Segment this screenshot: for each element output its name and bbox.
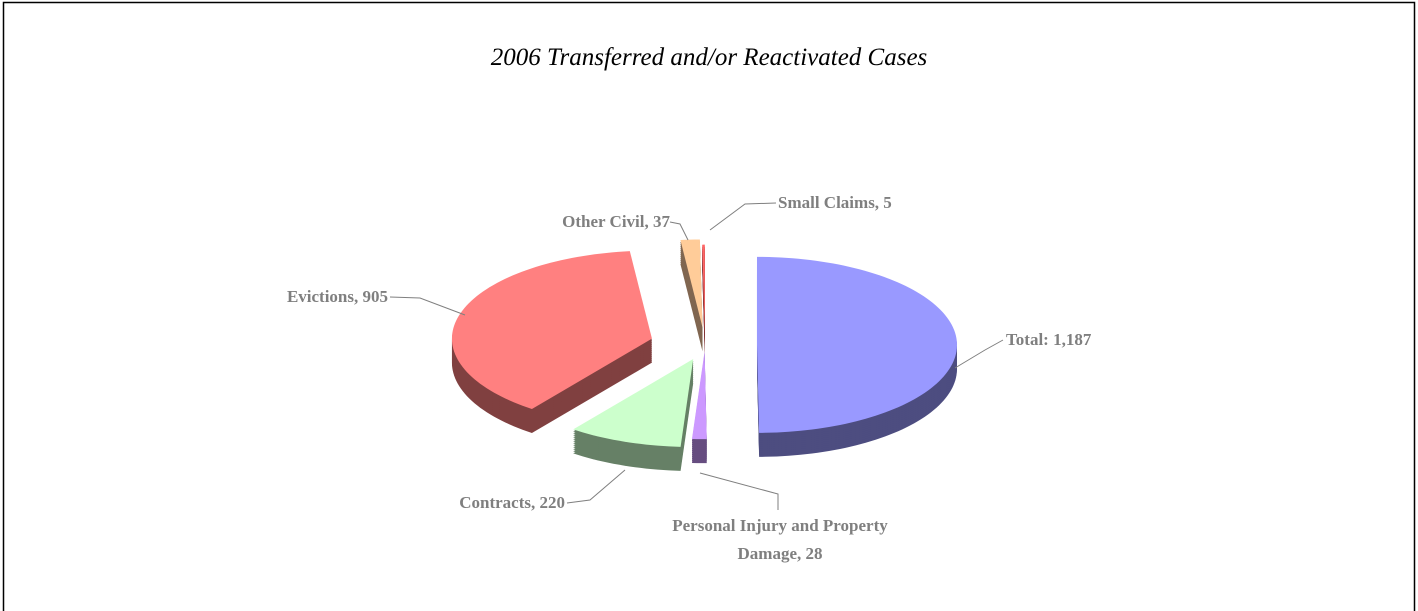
slice-top xyxy=(756,256,957,433)
leader-line xyxy=(389,296,466,316)
data-label: Other Civil, 37 xyxy=(562,212,670,231)
pie-slice xyxy=(680,239,703,352)
slice-top xyxy=(573,359,694,447)
data-label: Contracts, 220 xyxy=(459,493,565,512)
slice-top xyxy=(451,251,652,410)
data-label: Personal Injury and Property Damage, 28 xyxy=(672,516,888,563)
slice-top xyxy=(680,239,703,328)
pie-slice xyxy=(691,351,707,464)
data-label: Total: 1,187 xyxy=(1006,330,1092,349)
pie-slice xyxy=(756,256,957,457)
leader-line xyxy=(954,339,1004,369)
leader-line xyxy=(709,202,777,231)
leader-line xyxy=(699,472,779,510)
pie-slice xyxy=(702,244,705,357)
pie-slice xyxy=(451,251,652,434)
leader-line xyxy=(566,469,626,504)
slice-top xyxy=(691,351,707,440)
data-label: Small Claims, 5 xyxy=(778,193,892,212)
pie-slice xyxy=(573,359,694,471)
leader-line xyxy=(669,221,689,241)
chart-title: 2006 Transferred and/or Reactivated Case… xyxy=(490,44,928,71)
slice-top xyxy=(702,244,705,333)
data-label: Evictions, 905 xyxy=(286,287,388,306)
